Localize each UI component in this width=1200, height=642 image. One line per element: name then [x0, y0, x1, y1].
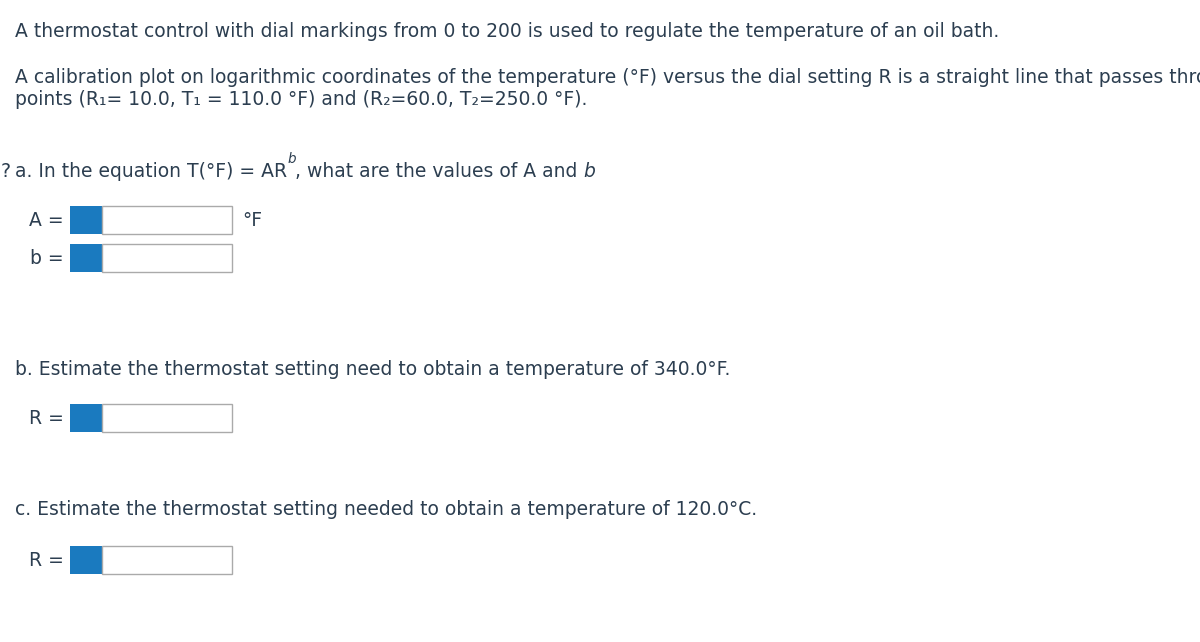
- Text: ?: ?: [1, 162, 11, 181]
- Text: b: b: [287, 152, 295, 166]
- Text: A thermostat control with dial markings from 0 to 200 is used to regulate the te: A thermostat control with dial markings …: [14, 22, 1000, 41]
- Text: , what are the values of A and: , what are the values of A and: [294, 162, 583, 181]
- Text: i: i: [83, 248, 89, 268]
- Text: i: i: [83, 550, 89, 569]
- Text: A =: A =: [29, 211, 70, 229]
- Text: b: b: [583, 162, 595, 181]
- Text: A calibration plot on logarithmic coordinates of the temperature (°F) versus the: A calibration plot on logarithmic coordi…: [14, 68, 1200, 87]
- Text: b =: b =: [30, 248, 70, 268]
- Text: i: i: [83, 408, 89, 428]
- Text: b. Estimate the thermostat setting need to obtain a temperature of 340.0°F.: b. Estimate the thermostat setting need …: [14, 360, 731, 379]
- Text: points (R₁= 10.0, T₁ = 110.0 °F) and (R₂=60.0, T₂=250.0 °F).: points (R₁= 10.0, T₁ = 110.0 °F) and (R₂…: [14, 90, 587, 109]
- Text: a. In the equation T(°F) = AR: a. In the equation T(°F) = AR: [14, 162, 287, 181]
- Text: c. Estimate the thermostat setting needed to obtain a temperature of 120.0°C.: c. Estimate the thermostat setting neede…: [14, 500, 757, 519]
- Text: i: i: [83, 211, 89, 229]
- Text: R =: R =: [29, 550, 70, 569]
- Text: °F: °F: [242, 211, 262, 229]
- Text: R =: R =: [29, 408, 70, 428]
